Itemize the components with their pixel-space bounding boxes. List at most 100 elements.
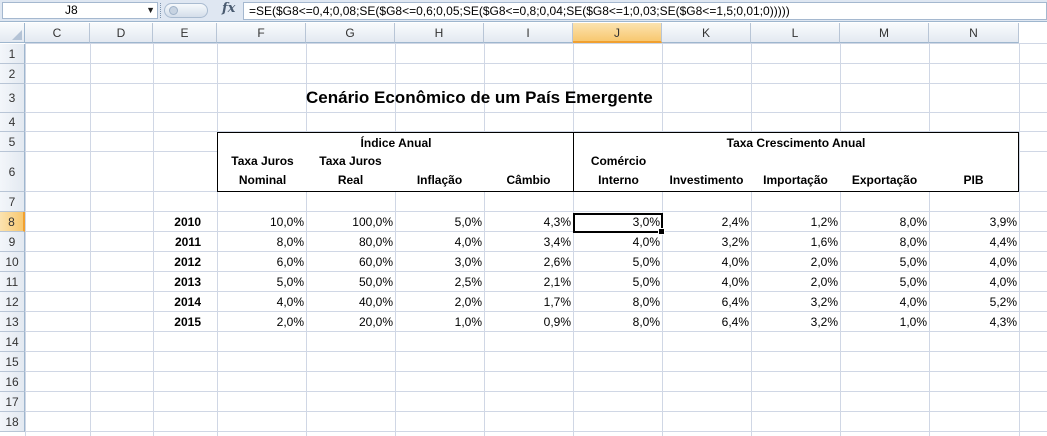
row-header-5[interactable]: 5 <box>0 132 25 152</box>
cell-g13[interactable]: 20,0% <box>358 315 393 329</box>
cell-i10[interactable]: 2,6% <box>543 255 571 269</box>
worksheet-grid[interactable] <box>25 44 1047 436</box>
year-label[interactable]: 2015 <box>174 315 201 329</box>
cell-m10[interactable]: 5,0% <box>899 255 927 269</box>
row-header-12[interactable]: 12 <box>0 292 25 312</box>
column-header-e[interactable]: E <box>153 23 217 43</box>
cell-h12[interactable]: 2,0% <box>454 295 482 309</box>
year-label[interactable]: 2010 <box>174 215 201 229</box>
column-header-h[interactable]: H <box>395 23 484 43</box>
cell-n11[interactable]: 4,0% <box>989 275 1017 289</box>
cell-m8[interactable]: 8,0% <box>899 215 927 229</box>
cell-k8[interactable]: 2,4% <box>721 215 749 229</box>
cell-i8[interactable]: 4,3% <box>543 215 571 229</box>
cell-k12[interactable]: 6,4% <box>721 295 749 309</box>
cell-m9[interactable]: 8,0% <box>899 235 927 249</box>
cell-k9[interactable]: 3,2% <box>721 235 749 249</box>
cell-h13[interactable]: 1,0% <box>454 315 482 329</box>
column-header-j[interactable]: J <box>573 23 662 43</box>
cell-j11[interactable]: 5,0% <box>632 275 660 289</box>
row-header-4[interactable]: 4 <box>0 113 25 132</box>
cell-j8[interactable]: 3,0% <box>632 215 660 229</box>
cell-k10[interactable]: 4,0% <box>721 255 749 269</box>
row-header-1[interactable]: 1 <box>0 44 25 64</box>
row-header-15[interactable]: 15 <box>0 352 25 372</box>
column-header-l[interactable]: L <box>751 23 840 43</box>
row-header-13[interactable]: 13 <box>0 312 25 332</box>
cell-m12[interactable]: 4,0% <box>899 295 927 309</box>
cell-l13[interactable]: 3,2% <box>810 315 838 329</box>
group-header-indice-anual[interactable]: Índice Anual <box>217 132 574 153</box>
sub-header-n[interactable]: PIB <box>929 152 1019 192</box>
cell-j10[interactable]: 5,0% <box>632 255 660 269</box>
year-label[interactable]: 2011 <box>174 235 201 249</box>
column-header-m[interactable]: M <box>840 23 929 43</box>
sub-header-k[interactable]: Investimento <box>662 152 751 192</box>
year-label[interactable]: 2013 <box>174 275 201 289</box>
cell-f9[interactable]: 8,0% <box>276 235 304 249</box>
row-header-6[interactable]: 6 <box>0 152 25 192</box>
formula-bar-splitter[interactable] <box>160 3 162 18</box>
cell-h11[interactable]: 2,5% <box>454 275 482 289</box>
row-header-3[interactable]: 3 <box>0 84 25 113</box>
sub-header-l[interactable]: Importação <box>751 152 840 192</box>
cell-n9[interactable]: 4,4% <box>989 235 1017 249</box>
cell-i9[interactable]: 3,4% <box>543 235 571 249</box>
cell-g11[interactable]: 50,0% <box>358 275 393 289</box>
column-header-i[interactable]: I <box>484 23 573 43</box>
cell-g10[interactable]: 60,0% <box>358 255 393 269</box>
cell-n13[interactable]: 4,3% <box>989 315 1017 329</box>
name-box-dropdown-icon[interactable]: ▼ <box>146 5 155 15</box>
active-cell-cursor[interactable] <box>573 213 665 235</box>
cell-i11[interactable]: 2,1% <box>543 275 571 289</box>
cell-n8[interactable]: 3,9% <box>989 215 1017 229</box>
column-header-c[interactable]: C <box>25 23 90 43</box>
cell-f12[interactable]: 4,0% <box>276 295 304 309</box>
formula-bar-resize-handle[interactable] <box>164 3 208 18</box>
sub-header-g[interactable]: Taxa Juros Real <box>306 152 395 192</box>
row-header-17[interactable]: 17 <box>0 392 25 412</box>
row-header-14[interactable]: 14 <box>0 332 25 352</box>
cell-l8[interactable]: 1,2% <box>810 215 838 229</box>
year-label[interactable]: 2012 <box>174 255 201 269</box>
cell-n10[interactable]: 4,0% <box>989 255 1017 269</box>
cell-f8[interactable]: 10,0% <box>269 215 304 229</box>
sub-header-i[interactable]: Câmbio <box>484 152 573 192</box>
group-header-taxa-crescimento[interactable]: Taxa Crescimento Anual <box>573 132 1019 153</box>
row-header-10[interactable]: 10 <box>0 252 25 272</box>
cell-m11[interactable]: 5,0% <box>899 275 927 289</box>
formula-input[interactable]: =SE($G8<=0,4;0,08;SE($G8<=0,6;0,05;SE($G… <box>243 2 1047 20</box>
sheet-title[interactable]: Cenário Econômico de um País Emergente <box>306 88 653 107</box>
row-header-18[interactable]: 18 <box>0 412 25 432</box>
column-header-f[interactable]: F <box>217 23 306 43</box>
cell-h10[interactable]: 3,0% <box>454 255 482 269</box>
row-header-16[interactable]: 16 <box>0 372 25 392</box>
cell-f11[interactable]: 5,0% <box>276 275 304 289</box>
select-all-button[interactable] <box>0 23 25 43</box>
year-label[interactable]: 2014 <box>174 295 201 309</box>
cell-j12[interactable]: 8,0% <box>632 295 660 309</box>
insert-function-icon[interactable]: fx <box>222 1 236 16</box>
column-header-k[interactable]: K <box>662 23 751 43</box>
cell-j13[interactable]: 8,0% <box>632 315 660 329</box>
row-header-8[interactable]: 8 <box>0 212 25 232</box>
sub-header-f[interactable]: Taxa Juros Nominal <box>217 152 307 192</box>
cell-n12[interactable]: 5,2% <box>989 295 1017 309</box>
column-header-g[interactable]: G <box>306 23 395 43</box>
cell-i13[interactable]: 0,9% <box>543 315 571 329</box>
sub-header-h[interactable]: Inflação <box>395 152 484 192</box>
cell-i12[interactable]: 1,7% <box>543 295 571 309</box>
cell-g9[interactable]: 80,0% <box>358 235 393 249</box>
cell-k13[interactable]: 6,4% <box>721 315 749 329</box>
sub-header-j[interactable]: Comércio Interno <box>573 152 663 192</box>
cell-f13[interactable]: 2,0% <box>276 315 304 329</box>
cell-j9[interactable]: 4,0% <box>632 235 660 249</box>
cell-h9[interactable]: 4,0% <box>454 235 482 249</box>
cell-g12[interactable]: 40,0% <box>358 295 393 309</box>
column-header-d[interactable]: D <box>90 23 153 43</box>
cell-l12[interactable]: 3,2% <box>810 295 838 309</box>
row-header-7[interactable]: 7 <box>0 192 25 212</box>
cell-m13[interactable]: 1,0% <box>899 315 927 329</box>
name-box[interactable]: J8 ▼ <box>2 2 158 19</box>
row-header-11[interactable]: 11 <box>0 272 25 292</box>
